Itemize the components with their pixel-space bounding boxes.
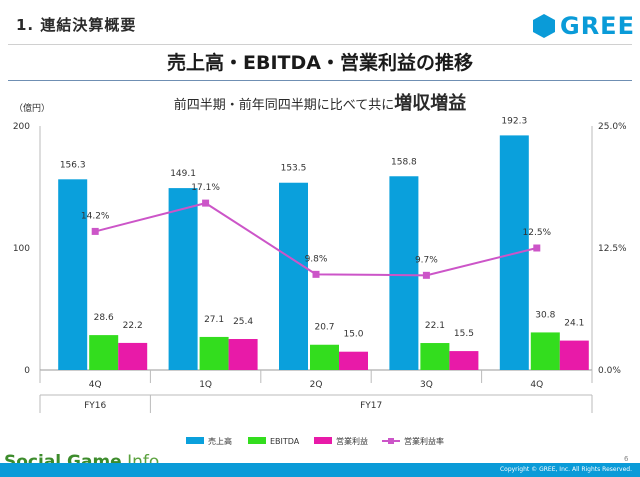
legend-line-marker bbox=[388, 438, 394, 444]
margin-point-2 bbox=[312, 270, 320, 278]
bar-value-label: 192.3 bbox=[501, 116, 527, 126]
title-divider bbox=[8, 44, 632, 45]
footer-bar bbox=[0, 463, 640, 477]
bar-0-2 bbox=[279, 182, 308, 370]
margin-line bbox=[94, 202, 538, 277]
bar-value-label: 22.1 bbox=[425, 321, 445, 331]
margin-point-3 bbox=[422, 271, 430, 279]
title-underline bbox=[8, 80, 632, 81]
legend-label: EBITDA bbox=[270, 437, 300, 446]
bar-1-1 bbox=[199, 336, 229, 370]
bar-1-4 bbox=[530, 332, 560, 370]
page-number: 6 bbox=[624, 455, 629, 463]
x-tick-label: 4Q bbox=[530, 380, 543, 390]
bar-value-label: 30.8 bbox=[535, 310, 555, 320]
legend-swatch-2 bbox=[314, 437, 332, 444]
bar-value-label: 24.1 bbox=[564, 319, 584, 329]
subtitle-prefix: 前四半期・前年同四半期に比べて共に bbox=[173, 98, 395, 113]
gree-logo: GREE bbox=[532, 12, 635, 40]
legend-label: 売上高 bbox=[208, 436, 232, 446]
x-tick-label: 3Q bbox=[420, 380, 433, 390]
bar-value-label: 15.5 bbox=[454, 329, 474, 339]
x-tick-label: 1Q bbox=[199, 380, 212, 390]
margin-point-4 bbox=[533, 244, 541, 252]
fiscal-year-label: FY17 bbox=[360, 401, 382, 411]
margin-value-label: 9.7% bbox=[415, 255, 438, 265]
bar-value-label: 28.6 bbox=[94, 313, 114, 323]
bar-2-0 bbox=[118, 342, 148, 370]
bar-value-label: 25.4 bbox=[233, 317, 253, 327]
margin-point-1 bbox=[202, 199, 210, 207]
bar-1-3 bbox=[420, 343, 450, 370]
bar-0-0 bbox=[58, 179, 88, 370]
legend-swatch-0 bbox=[186, 437, 204, 444]
copyright: Copyright © GREE, Inc. All Rights Reserv… bbox=[499, 466, 632, 473]
margin-value-label: 17.1% bbox=[191, 183, 220, 193]
bar-value-label: 22.2 bbox=[123, 321, 143, 331]
bar-0-3 bbox=[389, 176, 419, 370]
margin-value-label: 9.8% bbox=[305, 254, 328, 264]
section-title: 1. 連結決算概要 bbox=[16, 16, 137, 34]
bar-value-label: 153.5 bbox=[281, 164, 307, 174]
bar-1-2 bbox=[310, 344, 339, 370]
logo-text: GREE bbox=[560, 12, 635, 40]
fiscal-year-label: FY16 bbox=[84, 401, 106, 411]
margin-value-label: 12.5% bbox=[523, 228, 552, 238]
bar-2-2 bbox=[339, 351, 368, 370]
bar-value-label: 15.0 bbox=[343, 330, 363, 340]
bar-value-label: 149.1 bbox=[170, 169, 196, 179]
bar-1-0 bbox=[89, 335, 119, 370]
bar-value-label: 156.3 bbox=[60, 160, 86, 170]
y-left-tick-label: 100 bbox=[13, 244, 30, 254]
x-tick-label: 4Q bbox=[89, 380, 102, 390]
y-left-tick-label: 0 bbox=[24, 366, 30, 376]
legend-label: 営業利益率 bbox=[404, 436, 444, 446]
bar-value-label: 20.7 bbox=[314, 323, 334, 333]
bar-2-3 bbox=[449, 351, 479, 370]
bar-0-1 bbox=[168, 188, 198, 370]
y-right-tick-label: 0.0% bbox=[598, 366, 621, 376]
y-axis-unit-label: （億円） bbox=[14, 104, 51, 114]
y-right-tick-label: 25.0% bbox=[598, 122, 627, 132]
page-title: 売上高・EBITDA・営業利益の推移 bbox=[167, 52, 473, 74]
subtitle: 前四半期・前年同四半期に比べて共に増収増益 bbox=[0, 89, 640, 115]
subtitle-emphasis: 増収増益 bbox=[394, 93, 467, 114]
legend-label: 営業利益 bbox=[336, 436, 368, 446]
x-tick-label: 2Q bbox=[310, 380, 323, 390]
bar-value-label: 158.8 bbox=[391, 157, 417, 167]
bar-2-4 bbox=[559, 340, 589, 370]
bar-value-label: 27.1 bbox=[204, 315, 224, 325]
y-left-tick-label: 200 bbox=[13, 122, 30, 132]
y-right-tick-label: 12.5% bbox=[598, 244, 627, 254]
margin-point-0 bbox=[91, 227, 99, 235]
margin-value-label: 14.2% bbox=[81, 211, 110, 221]
bar-2-1 bbox=[228, 339, 258, 370]
hexagon-icon bbox=[533, 14, 555, 38]
legend-swatch-1 bbox=[248, 437, 266, 444]
